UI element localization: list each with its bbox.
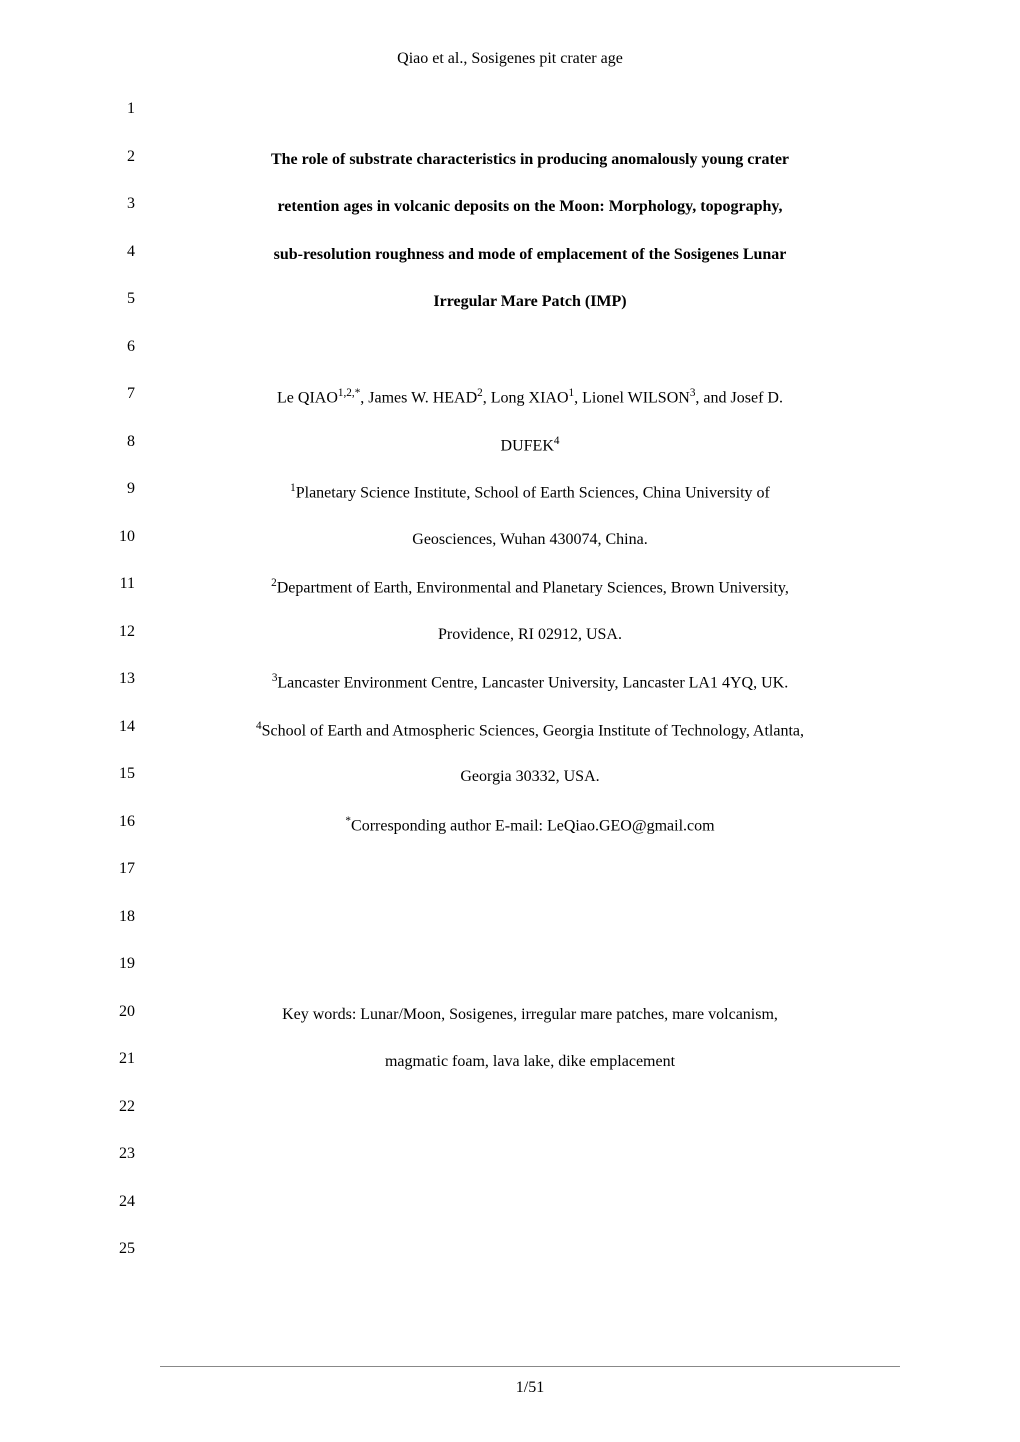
affiliation-line: 4School of Earth and Atmospheric Science…: [160, 718, 900, 743]
author-text: , James W. HEAD: [360, 389, 477, 406]
line-number: 14: [107, 718, 135, 736]
affiliation-line: 3Lancaster Environment Centre, Lancaster…: [160, 670, 900, 695]
affiliation-text: Planetary Science Institute, School of E…: [296, 484, 770, 501]
line-number: 24: [107, 1193, 135, 1211]
title-line: retention ages in volcanic deposits on t…: [160, 195, 900, 219]
keywords-line: magmatic foam, lava lake, dike emplaceme…: [160, 1050, 900, 1074]
line-number: 20: [107, 1003, 135, 1021]
title-line: sub-resolution roughness and mode of emp…: [160, 243, 900, 267]
line-number: 15: [107, 765, 135, 783]
line-number: 3: [115, 195, 135, 213]
running-header: Qiao et al., Sosigenes pit crater age: [0, 50, 1020, 68]
line-number: 16: [107, 813, 135, 831]
affiliation-line: Geosciences, Wuhan 430074, China.: [160, 528, 900, 552]
corresp-text: Corresponding author E-mail: LeQiao.GEO@…: [351, 817, 715, 834]
line-number: 9: [115, 480, 135, 498]
line-number: 6: [115, 338, 135, 356]
author-sup: 4: [554, 435, 560, 447]
affiliation-line: Georgia 30332, USA.: [160, 765, 900, 789]
authors-line: DUFEK4: [160, 433, 900, 458]
corresponding-line: *Corresponding author E-mail: LeQiao.GEO…: [160, 813, 900, 838]
line-number: 8: [115, 433, 135, 451]
line-number: 19: [107, 955, 135, 973]
keywords-line: Key words: Lunar/Moon, Sosigenes, irregu…: [160, 1003, 900, 1027]
line-number: 2: [115, 148, 135, 166]
line-number: 22: [107, 1098, 135, 1116]
affiliation-line: Providence, RI 02912, USA.: [160, 623, 900, 647]
affiliation-text: School of Earth and Atmospheric Sciences…: [262, 722, 804, 739]
line-number: 10: [107, 528, 135, 546]
line-number: 5: [115, 290, 135, 308]
affiliation-line: 2Department of Earth, Environmental and …: [160, 575, 900, 600]
line-number: 7: [115, 385, 135, 403]
affiliation-line: 1Planetary Science Institute, School of …: [160, 480, 900, 505]
affiliation-text: Department of Earth, Environmental and P…: [277, 579, 789, 596]
line-number: 18: [107, 908, 135, 926]
line-number: 25: [107, 1240, 135, 1258]
line-number: 21: [107, 1050, 135, 1068]
page-footer: 1/51: [160, 1366, 900, 1397]
author-text: Le QIAO: [277, 389, 338, 406]
title-line: Irregular Mare Patch (IMP): [160, 290, 900, 314]
line-number: 23: [107, 1145, 135, 1163]
title-line: The role of substrate characteristics in…: [160, 148, 900, 172]
author-text: , and Josef D.: [695, 389, 783, 406]
line-number: 17: [107, 860, 135, 878]
line-number: 1: [115, 100, 135, 118]
line-number: 13: [107, 670, 135, 688]
line-number: 4: [115, 243, 135, 261]
author-text: , Long XIAO: [483, 389, 569, 406]
author-text: , Lionel WILSON: [574, 389, 690, 406]
affiliation-text: Lancaster Environment Centre, Lancaster …: [277, 674, 788, 691]
line-number: 11: [107, 575, 135, 593]
author-sup: 1,2,*: [338, 387, 360, 399]
line-number: 12: [107, 623, 135, 641]
author-text: DUFEK: [501, 437, 554, 454]
authors-line: Le QIAO1,2,*, James W. HEAD2, Long XIAO1…: [160, 385, 900, 410]
